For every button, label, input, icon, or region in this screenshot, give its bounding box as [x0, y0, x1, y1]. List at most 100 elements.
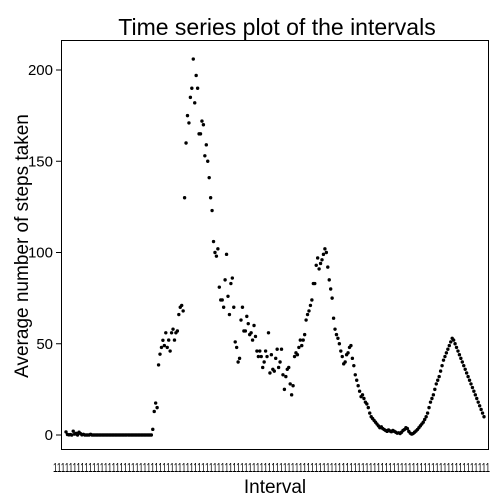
data-point	[460, 360, 464, 364]
y-tick-label: 150	[28, 153, 53, 170]
data-point	[240, 305, 245, 309]
data-point	[459, 356, 463, 361]
data-point	[234, 345, 239, 350]
data-point	[467, 378, 472, 382]
data-point	[469, 382, 473, 386]
data-point	[472, 389, 476, 393]
data-point	[152, 409, 156, 414]
data-point	[479, 407, 483, 412]
data-point	[156, 363, 161, 367]
data-point	[230, 276, 235, 280]
data-point	[449, 340, 453, 344]
data-point	[304, 318, 308, 322]
data-point	[180, 303, 184, 308]
data-point	[454, 345, 459, 350]
data-point	[232, 305, 236, 309]
data-point	[313, 281, 317, 286]
data-point	[463, 367, 467, 371]
data-point	[431, 393, 436, 397]
data-point	[305, 312, 310, 317]
data-point	[191, 57, 195, 61]
data-point	[475, 396, 479, 401]
data-point	[185, 113, 190, 118]
data-point	[330, 296, 334, 300]
data-point	[451, 338, 456, 342]
data-point	[324, 250, 329, 255]
data-point	[165, 345, 169, 350]
data-point	[256, 354, 261, 359]
x-tick-labels: 1111111111111111111111111111111111111111…	[53, 460, 490, 475]
data-point	[318, 261, 323, 266]
data-point	[268, 371, 272, 375]
data-point	[249, 331, 253, 335]
data-point	[171, 327, 175, 331]
data-point	[368, 411, 372, 415]
data-point	[246, 321, 250, 326]
data-point	[195, 86, 200, 90]
data-point	[175, 329, 180, 333]
data-point	[480, 411, 485, 415]
data-point	[308, 303, 313, 308]
data-point	[288, 382, 292, 386]
data-point	[75, 433, 80, 437]
data-point	[243, 329, 248, 333]
data-point	[365, 402, 369, 406]
data-point	[310, 298, 314, 302]
data-point	[320, 258, 324, 262]
data-point	[350, 356, 355, 361]
data-point	[201, 123, 206, 127]
data-point	[269, 353, 274, 357]
chart-title: Time series plot of the intervals	[118, 14, 435, 40]
data-point	[261, 365, 265, 370]
data-point	[295, 353, 300, 357]
data-point	[203, 154, 207, 158]
data-point	[425, 411, 430, 415]
data-point	[362, 396, 366, 401]
data-point	[149, 433, 154, 437]
data-point	[282, 387, 287, 392]
data-point	[300, 343, 304, 348]
data-point	[315, 256, 320, 260]
data-point	[177, 312, 181, 317]
data-point	[317, 267, 321, 271]
data-point	[276, 365, 281, 370]
data-point	[428, 400, 433, 404]
data-point	[298, 338, 303, 342]
data-point	[470, 385, 475, 390]
data-point	[161, 338, 165, 342]
data-point	[357, 389, 362, 393]
data-point	[155, 405, 159, 410]
data-point	[433, 387, 437, 392]
data-point	[444, 351, 449, 355]
y-tick-label: 50	[36, 336, 53, 353]
data-point	[287, 365, 291, 370]
data-point	[213, 250, 217, 255]
data-point	[334, 332, 339, 337]
data-point	[198, 132, 203, 136]
data-point	[208, 196, 213, 200]
data-point	[339, 349, 343, 353]
data-point	[327, 278, 331, 282]
data-point	[427, 405, 431, 410]
data-point	[266, 331, 271, 335]
data-point	[464, 371, 469, 375]
data-point	[340, 354, 344, 359]
data-point	[159, 345, 164, 350]
data-point	[220, 298, 224, 302]
data-point	[360, 393, 365, 397]
y-tick-label: 0	[45, 427, 53, 444]
data-point	[204, 143, 208, 147]
data-point	[211, 239, 216, 244]
data-point	[421, 420, 425, 424]
data-point	[229, 281, 233, 286]
data-point	[255, 349, 259, 353]
data-point	[172, 338, 177, 342]
data-point	[168, 349, 172, 353]
data-point	[281, 373, 285, 377]
data-point	[279, 347, 284, 351]
data-point	[430, 396, 434, 401]
data-point	[456, 349, 460, 353]
data-point	[70, 433, 74, 437]
data-point	[259, 354, 263, 359]
